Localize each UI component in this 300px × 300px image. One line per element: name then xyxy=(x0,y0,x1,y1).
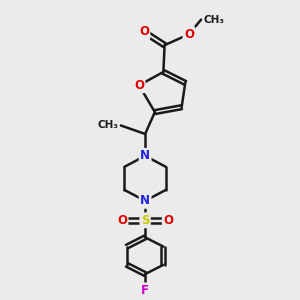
Text: O: O xyxy=(117,214,127,227)
Text: F: F xyxy=(141,284,149,297)
Text: N: N xyxy=(140,149,150,162)
Text: O: O xyxy=(134,79,144,92)
Text: CH₃: CH₃ xyxy=(98,121,118,130)
Text: N: N xyxy=(140,194,150,207)
Text: O: O xyxy=(139,25,149,38)
Text: O: O xyxy=(184,28,194,41)
Text: O: O xyxy=(163,214,173,227)
Text: CH₃: CH₃ xyxy=(203,15,224,25)
Text: S: S xyxy=(141,214,149,227)
